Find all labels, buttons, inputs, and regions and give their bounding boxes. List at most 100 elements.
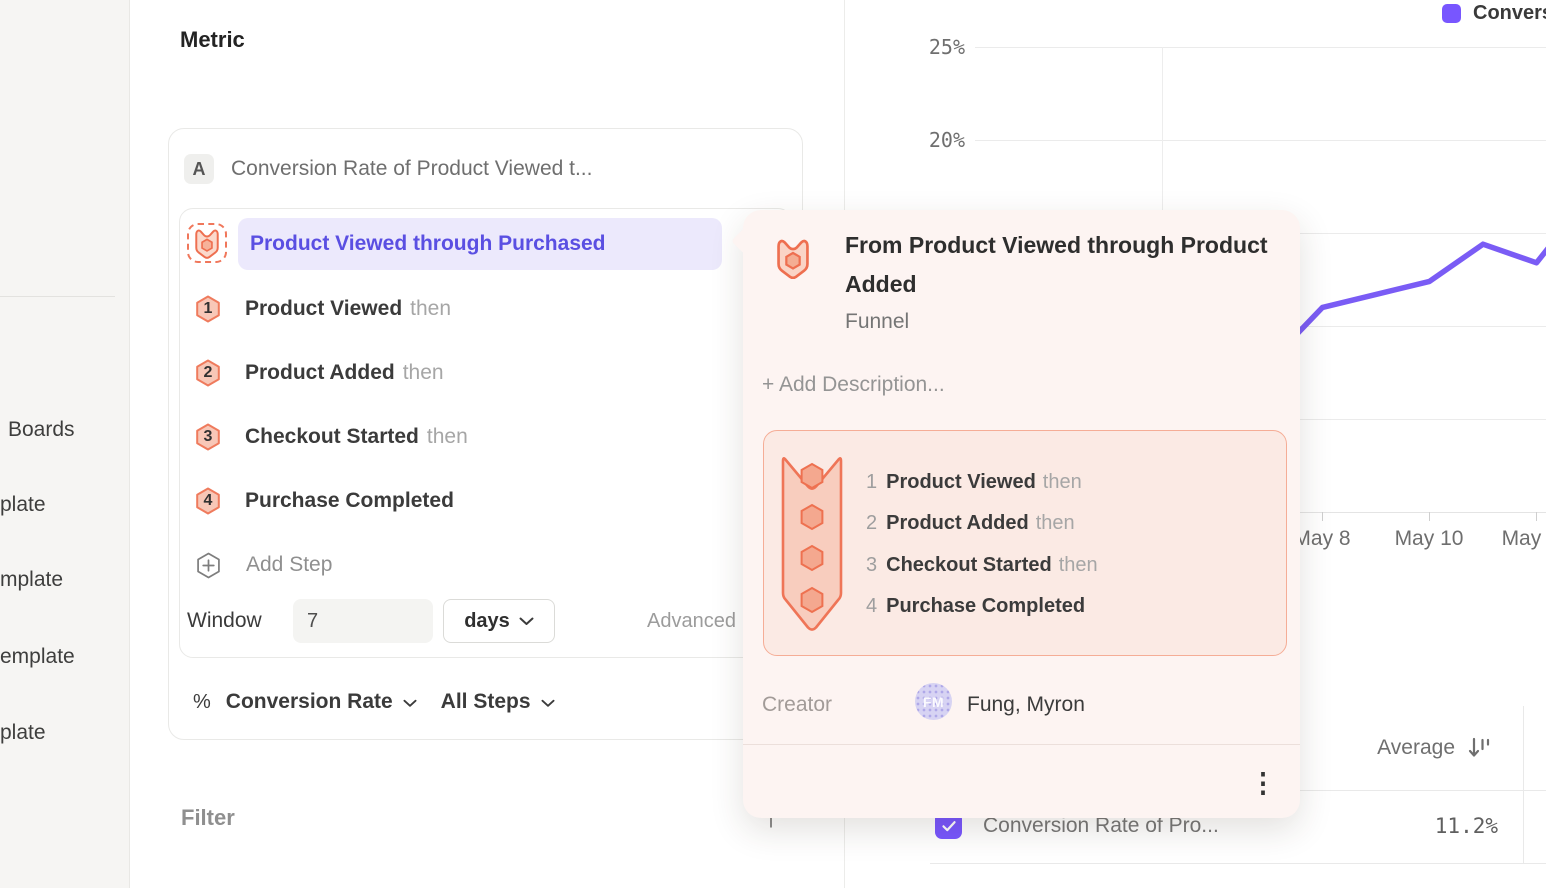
step-connector: then bbox=[1058, 553, 1098, 576]
funnel-step-row[interactable]: 1 Product Viewed then bbox=[194, 295, 451, 323]
gridline-20 bbox=[975, 140, 1546, 141]
percent-icon: % bbox=[193, 690, 211, 713]
funnel-builder-card: Product Viewed through Purchased 1 Produ… bbox=[179, 208, 792, 658]
step-name: Product Added bbox=[886, 511, 1029, 534]
step-4-badge-icon: 4 bbox=[194, 487, 222, 515]
step-name: Checkout Started bbox=[245, 425, 419, 448]
selected-funnel-step[interactable]: Product Viewed through Purchased bbox=[238, 218, 722, 270]
sidebar: Boards plate mplate emplate plate bbox=[0, 0, 130, 888]
chevron-down-icon[interactable] bbox=[403, 699, 417, 708]
step-connector: then bbox=[1042, 470, 1082, 493]
step-number: 2 bbox=[203, 364, 213, 381]
metric-card: A Conversion Rate of Product Viewed t...… bbox=[168, 128, 803, 740]
measurement-dropdown[interactable]: Conversion Rate bbox=[225, 690, 393, 713]
table-row-divider bbox=[930, 863, 1546, 864]
legend-swatch-icon bbox=[1442, 4, 1461, 23]
step-name: Checkout Started bbox=[886, 553, 1052, 576]
popover-step-row: 4 Purchase Completed bbox=[866, 592, 1085, 620]
y-tick-label: 25% bbox=[928, 35, 965, 59]
funnel-shield-icon bbox=[195, 229, 219, 259]
legend-label: Conversion Rate of Pro... bbox=[1473, 2, 1546, 24]
popover-step-row: 1 Product Viewed then bbox=[866, 468, 1082, 496]
step-name: Purchase Completed bbox=[886, 594, 1086, 617]
advanced-link[interactable]: Advanced bbox=[647, 610, 736, 632]
measurement-row: % Conversion Rate All Steps bbox=[193, 687, 555, 717]
steps-scope-dropdown[interactable]: All Steps bbox=[440, 690, 531, 713]
filter-heading: Filter bbox=[181, 805, 235, 830]
step-connector: then bbox=[402, 361, 444, 384]
step-number: 4 bbox=[866, 594, 878, 617]
sidebar-item-template-4[interactable]: plate bbox=[0, 721, 46, 744]
series-title[interactable]: Conversion Rate of Product Viewed t... bbox=[231, 157, 593, 180]
x-tick-label: May 8 bbox=[1293, 527, 1351, 550]
step-connector: then bbox=[410, 297, 452, 320]
step-name: Product Viewed bbox=[245, 297, 403, 320]
more-options-kebab-icon[interactable]: ⋮ bbox=[1249, 768, 1277, 798]
step-connector: then bbox=[1035, 511, 1075, 534]
window-unit-value: days bbox=[464, 609, 510, 632]
funnel-step-row[interactable]: 3 Checkout Started then bbox=[194, 423, 468, 451]
y-tick-label: 20% bbox=[928, 128, 965, 152]
gridline-25 bbox=[975, 47, 1546, 48]
trend-line-chart bbox=[1266, 241, 1546, 366]
step-name: Product Viewed bbox=[886, 470, 1036, 493]
legend[interactable]: Conversion Rate of Pro... bbox=[1442, 2, 1546, 25]
chevron-down-icon bbox=[519, 617, 534, 625]
step-number: 1 bbox=[203, 300, 213, 317]
sidebar-item-template-1[interactable]: plate bbox=[0, 493, 46, 516]
x-tick-mark bbox=[1322, 512, 1323, 521]
table-row-average-value: 11.2% bbox=[1434, 814, 1498, 838]
checkmark-icon bbox=[941, 820, 956, 831]
window-row: Window 7 days Advanced bbox=[180, 599, 793, 643]
sidebar-item-template-2[interactable]: mplate bbox=[0, 568, 64, 591]
table-column-divider bbox=[1523, 706, 1524, 863]
metric-heading: Metric bbox=[180, 27, 245, 52]
metric-config-panel: Metric A Conversion Rate of Product View… bbox=[130, 0, 845, 888]
popover-footer-divider bbox=[743, 744, 1300, 745]
funnel-icon bbox=[187, 223, 227, 263]
step-name: Purchase Completed bbox=[245, 489, 454, 512]
step-1-badge-icon: 1 bbox=[194, 295, 222, 323]
average-header-label: Average bbox=[1377, 736, 1455, 759]
popover-funnel-summary-card: 1 Product Viewed then 2 Product Added th… bbox=[763, 430, 1287, 656]
funnel-details-popover: From Product Viewed through Product Adde… bbox=[731, 210, 1300, 818]
window-value-input[interactable]: 7 bbox=[293, 599, 433, 643]
window-unit-select[interactable]: days bbox=[443, 599, 555, 643]
creator-avatar: FM bbox=[915, 683, 952, 720]
step-number: 2 bbox=[866, 511, 878, 534]
creator-name: Fung, Myron bbox=[967, 693, 1085, 716]
sidebar-item-template-3[interactable]: emplate bbox=[0, 645, 75, 668]
sidebar-divider bbox=[0, 296, 115, 297]
add-description-button[interactable]: + Add Description... bbox=[762, 373, 945, 396]
step-number: 1 bbox=[866, 470, 878, 493]
funnel-shield-icon bbox=[773, 236, 813, 286]
x-tick-label: May 10 bbox=[1394, 527, 1464, 550]
step-number: 3 bbox=[203, 428, 213, 445]
step-connector: then bbox=[426, 425, 468, 448]
x-tick-mark bbox=[1429, 512, 1430, 521]
window-label: Window bbox=[187, 609, 262, 632]
funnel-step-row[interactable]: 4 Purchase Completed bbox=[194, 487, 454, 515]
sidebar-item-boards[interactable]: Boards bbox=[8, 418, 75, 441]
step-name: Product Added bbox=[245, 361, 395, 384]
series-badge: A bbox=[184, 154, 214, 184]
funnel-step-row[interactable]: 2 Product Added then bbox=[194, 359, 444, 387]
popover-title: From Product Viewed through Product Adde… bbox=[845, 232, 1268, 297]
step-3-badge-icon: 3 bbox=[194, 423, 222, 451]
add-step-hexagon-plus-icon bbox=[197, 552, 220, 578]
funnel-ribbon-icon bbox=[781, 457, 843, 631]
step-number: 3 bbox=[866, 553, 878, 576]
chevron-down-icon[interactable] bbox=[540, 699, 555, 708]
sort-descending-icon[interactable] bbox=[1467, 736, 1491, 760]
table-header-average[interactable]: Average bbox=[1245, 733, 1491, 763]
conversion-rate-line bbox=[1266, 241, 1546, 366]
x-tick-label: May 12 bbox=[1501, 527, 1546, 550]
add-step-button[interactable]: Add Step bbox=[195, 551, 332, 579]
popover-step-row: 2 Product Added then bbox=[866, 509, 1075, 537]
table-row-series-label[interactable]: Conversion Rate of Pro... bbox=[983, 814, 1219, 837]
add-step-label: Add Step bbox=[246, 553, 333, 576]
popover-type-label: Funnel bbox=[845, 310, 910, 333]
creator-label: Creator bbox=[762, 693, 833, 716]
step-2-badge-icon: 2 bbox=[194, 359, 222, 387]
